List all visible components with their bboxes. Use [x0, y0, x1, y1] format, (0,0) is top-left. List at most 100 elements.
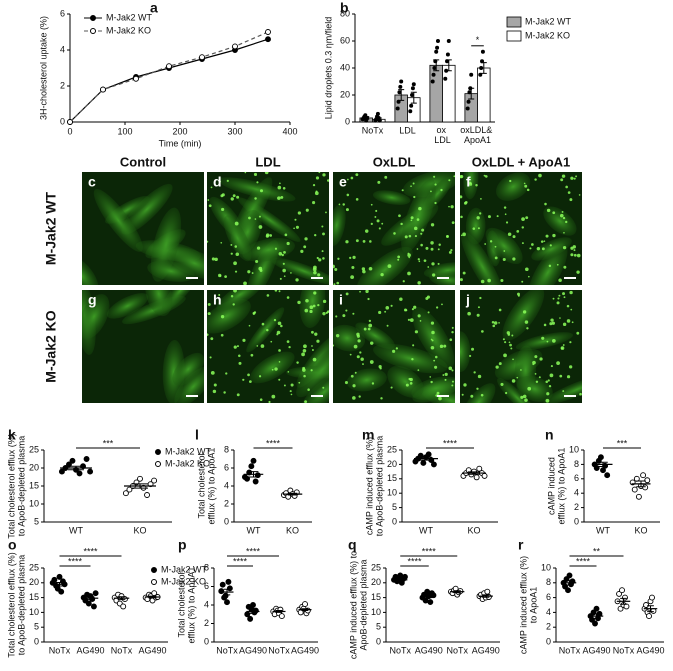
legend-marker [155, 449, 161, 455]
lipid-droplet [418, 260, 421, 263]
lipid-droplet [326, 179, 329, 182]
panel-letter: i [339, 292, 343, 308]
lipid-droplet [317, 273, 321, 277]
cell [528, 243, 568, 285]
lipid-droplet [333, 283, 336, 285]
x-tick-label: 200 [172, 126, 187, 136]
data-point [631, 486, 638, 493]
legend-swatch [506, 16, 522, 28]
micrograph: g [82, 290, 204, 403]
lipid-droplet [266, 294, 270, 297]
lipid-droplet [220, 194, 224, 198]
lipid-droplet [569, 290, 573, 295]
lipid-droplet [498, 322, 500, 324]
lipid-droplet [236, 195, 240, 199]
micrograph: d [207, 172, 329, 285]
lipid-droplet [301, 352, 305, 357]
lipid-droplet [420, 232, 423, 235]
x-tick-label: AG490 [138, 645, 166, 655]
lipid-droplet [411, 308, 414, 311]
lipid-droplet [294, 218, 297, 221]
lipid-droplet [476, 313, 480, 317]
panel-letter: c [88, 174, 96, 190]
x-tick-label: NoTx [613, 645, 635, 655]
data-point [466, 99, 471, 104]
error-bar [482, 594, 490, 598]
lipid-droplet [575, 175, 578, 178]
lipid-droplet [310, 369, 313, 372]
lipid-droplet [370, 203, 373, 206]
lipid-droplet [509, 179, 512, 183]
significance-label: **** [443, 438, 458, 448]
lipid-droplet [512, 235, 516, 239]
lipid-droplet [318, 172, 321, 174]
lipid-droplet [562, 245, 567, 250]
lipid-droplet [436, 391, 440, 395]
lipid-droplet [368, 266, 373, 271]
data-point [642, 484, 649, 491]
lipid-droplet [221, 207, 225, 212]
cell [246, 307, 285, 353]
cell [145, 290, 173, 317]
y-tick-label: 10 [29, 498, 39, 508]
lipid-droplet [431, 262, 435, 266]
lipid-droplet [410, 216, 414, 220]
lipid-droplet [233, 261, 237, 266]
lipid-droplet [311, 349, 314, 351]
lipid-droplet [532, 363, 535, 366]
lipid-droplet [207, 303, 211, 306]
lipid-droplet [363, 327, 367, 331]
lipid-droplet [253, 172, 258, 177]
lipid-droplet [550, 365, 553, 368]
lipid-droplet [560, 178, 564, 182]
y-tick-label: 4 [224, 480, 229, 490]
lipid-droplet [460, 195, 463, 199]
lipid-droplet [276, 330, 281, 335]
significance-label: **** [83, 546, 98, 556]
y-tick-label: 0 [376, 636, 381, 646]
cell [172, 352, 204, 386]
lipid-droplet [545, 234, 549, 238]
y-tick-label: 10 [569, 444, 579, 454]
lipid-droplet [365, 229, 369, 233]
lipid-droplet [281, 253, 284, 257]
cell [496, 172, 531, 201]
lipid-droplet [550, 318, 554, 322]
y-axis-label: efflux (%) to ApoA1 [556, 448, 566, 525]
cell [166, 247, 204, 280]
lipid-droplet [562, 322, 567, 327]
lipid-droplet [380, 397, 383, 400]
lipid-droplet [232, 194, 236, 198]
lipid-droplet [433, 175, 436, 178]
panel-letter: a [150, 0, 158, 16]
lipid-droplet [286, 241, 290, 246]
lipid-droplet [434, 355, 438, 359]
cell [411, 376, 455, 401]
lipid-droplet [504, 341, 507, 344]
lipid-droplet [355, 239, 359, 243]
lipid-droplet [512, 358, 514, 361]
lipid-droplet [247, 270, 251, 274]
error-bar [636, 480, 646, 488]
lipid-droplet [563, 231, 565, 234]
y-tick-label: 15 [387, 473, 397, 483]
data-point [87, 468, 94, 475]
lipid-droplet [278, 360, 281, 363]
error-bar [248, 471, 259, 478]
data-point [565, 587, 571, 594]
lipid-droplet [461, 393, 464, 396]
lipid-droplet [561, 211, 564, 213]
error-bar [396, 578, 404, 582]
lipid-droplet [207, 333, 209, 336]
y-tick-label: 0 [204, 636, 209, 646]
cell [121, 183, 173, 235]
lipid-droplet [570, 253, 574, 257]
micrograph: e [333, 172, 455, 285]
lipid-droplet [313, 270, 317, 275]
lipid-droplet [503, 250, 506, 252]
lipid-droplet [516, 376, 519, 379]
lipid-droplet [244, 172, 247, 174]
cell [412, 307, 455, 369]
data-point [422, 597, 429, 604]
